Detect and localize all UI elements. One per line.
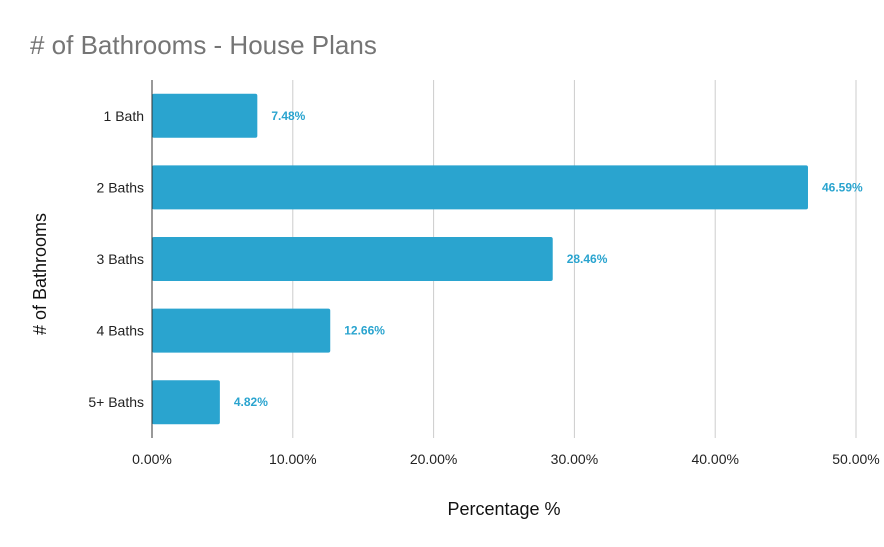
y-tick-label: 3 Baths: [97, 251, 144, 267]
x-tick-label: 30.00%: [551, 451, 598, 467]
bar: [152, 165, 808, 210]
bar: [152, 308, 331, 353]
data-label: 12.66%: [344, 324, 385, 338]
y-tick-labels: 1 Bath 2 Baths 3 Baths 4 Baths 5+ Baths: [88, 108, 144, 410]
x-tick-label: 40.00%: [691, 451, 738, 467]
y-axis-title: # of Bathrooms: [30, 213, 50, 335]
data-label: 7.48%: [271, 109, 305, 123]
x-tick-label: 50.00%: [832, 451, 879, 467]
chart-title: # of Bathrooms - House Plans: [30, 30, 377, 60]
bar: [152, 93, 258, 138]
bars: [152, 93, 808, 425]
data-label: 28.46%: [567, 252, 608, 266]
y-tick-label: 1 Bath: [104, 108, 144, 124]
bar: [152, 380, 220, 425]
x-tick-label: 20.00%: [410, 451, 457, 467]
x-tick-label: 0.00%: [132, 451, 172, 467]
bar: [152, 237, 553, 281]
x-tick-label: 10.00%: [269, 451, 316, 467]
x-tick-labels: 0.00% 10.00% 20.00% 30.00% 40.00% 50.00%: [132, 451, 880, 467]
x-axis-title: Percentage %: [447, 499, 560, 519]
y-tick-label: 4 Baths: [97, 323, 144, 339]
data-labels: 7.48% 46.59% 28.46% 12.66% 4.82%: [234, 109, 863, 409]
y-tick-label: 5+ Baths: [88, 394, 144, 410]
data-label: 4.82%: [234, 395, 268, 409]
data-label: 46.59%: [822, 180, 863, 194]
y-tick-label: 2 Baths: [97, 179, 144, 195]
